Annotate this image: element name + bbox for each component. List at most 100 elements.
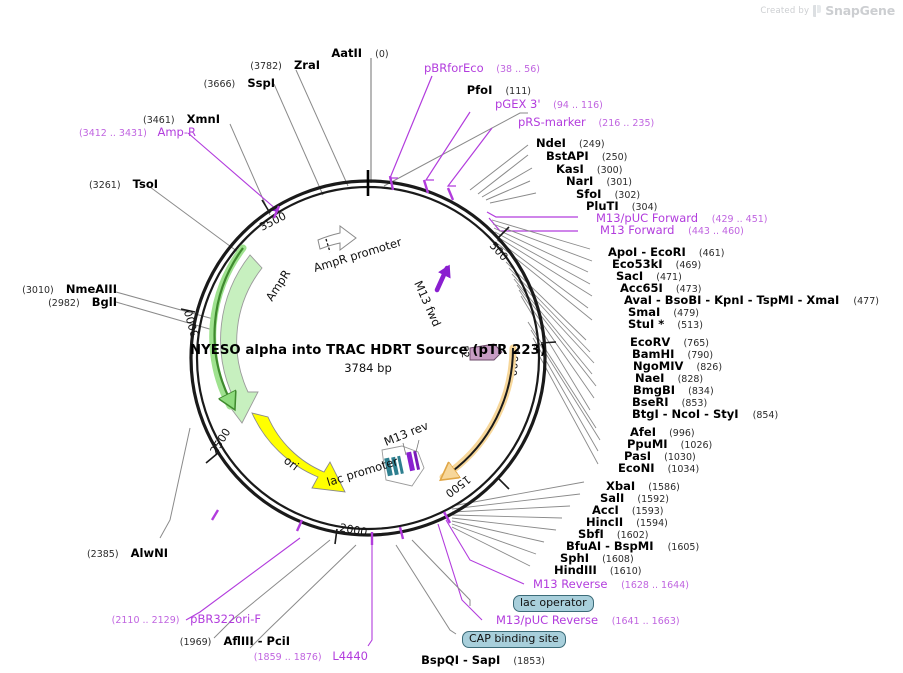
label-ndei[interactable]: NdeI (249) [536, 134, 605, 150]
label-aatii[interactable]: AatII (0) [331, 44, 388, 60]
label-econi[interactable]: EcoNI (1034) [618, 459, 699, 475]
label-sfoi[interactable]: SfoI (302) [576, 185, 640, 201]
label-hindiii-position: (1610) [609, 566, 642, 577]
label-bspqi-sapi-position: (1853) [513, 656, 545, 667]
label-sali[interactable]: SalI (1592) [600, 489, 669, 505]
label-bmgbi[interactable]: BmgBI (834) [633, 381, 714, 397]
feature-m13-fwd: M13 fwd [411, 264, 451, 329]
label-acc65i-position: (473) [675, 284, 702, 295]
label-smai-position: (479) [673, 308, 699, 319]
label-eco53ki-position: (469) [675, 260, 702, 271]
label-bfuai-bspmi[interactable]: BfuAI - BspMI (1605) [566, 537, 699, 553]
label-btgi-ncoi-styi[interactable]: BtgI - NcoI - StyI (854) [632, 405, 778, 421]
label-sbfi-enzymes: SbfI [578, 527, 604, 541]
label-bspqi-sapi-enzymes: BspQI - SapI [421, 653, 501, 667]
label-acc65i[interactable]: Acc65I (473) [620, 279, 701, 295]
label-m13puc-reverse-position: (1641 .. 1663) [611, 616, 680, 627]
label-m13-forward[interactable]: M13 Forward (443 .. 460) [600, 224, 744, 237]
label-m13puc-reverse-name: M13/pUC Reverse [496, 613, 599, 627]
label-amp-r-name: Amp-R [157, 125, 196, 139]
label-ecorv-position: (765) [683, 338, 709, 349]
label-zrai[interactable]: (3782) ZraI [250, 56, 320, 72]
feature-ampr: AmpR [209, 244, 293, 424]
label-bstapi[interactable]: BstAPI (250) [546, 147, 627, 163]
label-acci[interactable]: AccI (1593) [592, 501, 664, 517]
ruler-tick-2000: 2000 [338, 521, 368, 539]
label-bseri[interactable]: BseRI (853) [632, 393, 707, 409]
label-sphi[interactable]: SphI (1608) [560, 549, 634, 565]
ruler-tick-3500: 3500 [257, 209, 288, 233]
label-stui[interactable]: StuI * (513) [628, 315, 703, 331]
label-bspqi-sapi[interactable]: BspQI - SapI (1853) [421, 651, 545, 667]
label-l4440[interactable]: (1859 .. 1876) L4440 [254, 649, 368, 663]
label-pbrforeco-position: (38 .. 56) [496, 64, 540, 75]
label-prs-marker-position: (216 .. 235) [598, 118, 655, 129]
feature-lac-promoter-cluster: lac promoter M13 rev [325, 418, 430, 489]
label-alwni[interactable]: (2385) AlwNI [87, 544, 168, 560]
watermark-brand: SnapGene [825, 3, 895, 18]
label-m13-forward-position: (443 .. 460) [688, 226, 744, 237]
badge-cap-binding-site[interactable]: CAP binding site [462, 631, 566, 648]
label-ppumi-enzymes: PpuMI [627, 437, 668, 451]
label-ppumi[interactable]: PpuMI (1026) [627, 435, 712, 451]
label-xmni[interactable]: (3461) XmnI [143, 110, 220, 126]
label-hincii[interactable]: HincII (1594) [586, 513, 668, 529]
label-pasi[interactable]: PasI (1030) [624, 447, 696, 463]
label-sbfi[interactable]: SbfI (1602) [578, 525, 648, 541]
label-xmni-enzymes: XmnI [186, 112, 220, 126]
label-sbfi-position: (1602) [616, 530, 649, 541]
label-bgli-enzymes: BglI [91, 295, 117, 309]
label-xbai-enzymes: XbaI [606, 479, 636, 493]
label-pfoi-position: (111) [505, 86, 531, 97]
label-eco53ki[interactable]: Eco53kI (469) [612, 255, 701, 271]
label-bamhi[interactable]: BamHI (790) [632, 345, 713, 361]
label-hindiii[interactable]: HindIII (1610) [554, 561, 642, 577]
label-ngomiv-position: (826) [696, 362, 723, 373]
label-kasi-enzymes: KasI [556, 162, 584, 176]
label-naei[interactable]: NaeI (828) [635, 369, 703, 385]
label-m13puc-forward[interactable]: M13/pUC Forward (429 .. 451) [596, 212, 768, 225]
label-tsoi[interactable]: (3261) TsoI [89, 175, 158, 191]
label-amp-r[interactable]: (3412 .. 3431) Amp-R [79, 125, 196, 139]
label-pfoi[interactable]: PfoI (111) [467, 81, 531, 97]
label-kasi[interactable]: KasI (300) [556, 160, 622, 176]
label-ecorv[interactable]: EcoRV (765) [630, 333, 709, 349]
label-bamhi-enzymes: BamHI [632, 347, 675, 361]
label-prs-marker[interactable]: pRS-marker (216 .. 235) [518, 116, 655, 129]
label-smai[interactable]: SmaI (479) [628, 303, 699, 319]
label-bmgbi-position: (834) [688, 386, 714, 397]
label-pluti[interactable]: PluTI (304) [586, 197, 657, 213]
label-smai-enzymes: SmaI [628, 305, 661, 319]
label-apoi-ecori[interactable]: ApoI - EcoRI (461) [608, 243, 724, 259]
label-avai-bsobi-kpni-tspmi-xmai[interactable]: AvaI - BsoBI - KpnI - TspMI - XmaI (477) [624, 291, 879, 307]
label-eco53ki-enzymes: Eco53kI [612, 257, 663, 271]
label-xbai-position: (1586) [648, 482, 680, 493]
plasmid-title: NYESO alpha into TRAC HDRT Source (pTR 2… [190, 343, 546, 375]
label-afliii-pcii[interactable]: (1969) AflIII - PciI [180, 632, 290, 648]
label-xbai[interactable]: XbaI (1586) [606, 477, 680, 493]
label-nmeaiii[interactable]: (3010) NmeAIII [22, 280, 117, 296]
label-btgi-group-enzymes: BtgI - NcoI - StyI [632, 407, 739, 421]
label-pgex3[interactable]: pGEX 3' (94 .. 116) [495, 98, 603, 111]
label-afei[interactable]: AfeI (996) [630, 423, 695, 439]
label-ngomiv-enzymes: NgoMIV [633, 359, 684, 373]
label-aatii-position: (0) [375, 49, 389, 60]
label-sspi[interactable]: (3666) SspI [204, 74, 275, 90]
leader-lines-primer-lower-right [437, 519, 525, 621]
label-pbr322ori-f[interactable]: (2110 .. 2129) pBR322ori-F [112, 613, 261, 626]
label-m13-reverse[interactable]: M13 Reverse (1628 .. 1644) [533, 578, 689, 591]
label-hindiii-enzymes: HindIII [554, 563, 597, 577]
label-m13puc-reverse[interactable]: M13/pUC Reverse (1641 .. 1663) [496, 613, 680, 627]
label-bgli[interactable]: (2982) BglI [48, 293, 117, 309]
badge-lac-operator[interactable]: lac operator [513, 595, 594, 612]
label-pbrforeco[interactable]: pBRforEco (38 .. 56) [424, 62, 540, 75]
label-bstapi-enzymes: BstAPI [546, 149, 589, 163]
label-ngomiv[interactable]: NgoMIV (826) [633, 357, 722, 373]
label-nari[interactable]: NarI (301) [566, 172, 632, 188]
feature-label-ampr: AmpR [263, 267, 293, 303]
label-kasi-position: (300) [596, 165, 623, 176]
label-alwni-enzymes: AlwNI [130, 546, 168, 560]
label-saci[interactable]: SacI (471) [616, 267, 682, 283]
label-l4440-name: L4440 [332, 649, 368, 663]
